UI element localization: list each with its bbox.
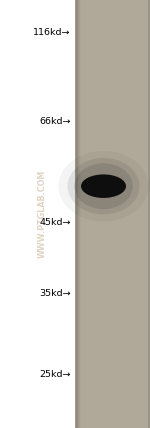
Bar <box>78 0 80 428</box>
Bar <box>0 0 75 428</box>
Bar <box>76 0 78 428</box>
Bar <box>76 0 78 428</box>
Ellipse shape <box>74 163 133 209</box>
Text: 66kd→: 66kd→ <box>39 117 70 127</box>
Bar <box>148 0 150 428</box>
Ellipse shape <box>68 158 140 214</box>
Ellipse shape <box>58 151 148 222</box>
Bar <box>75 0 77 428</box>
Bar <box>75 0 150 428</box>
Text: 45kd→: 45kd→ <box>39 218 70 227</box>
Bar <box>77 0 79 428</box>
Text: WWW.PTGLAB.COM: WWW.PTGLAB.COM <box>38 170 46 258</box>
Ellipse shape <box>81 175 126 198</box>
Text: 25kd→: 25kd→ <box>39 370 70 379</box>
Bar <box>79 0 81 428</box>
Bar <box>148 0 150 428</box>
Text: 35kd→: 35kd→ <box>39 288 70 298</box>
Bar <box>149 0 150 428</box>
Text: 116kd→: 116kd→ <box>33 27 70 37</box>
